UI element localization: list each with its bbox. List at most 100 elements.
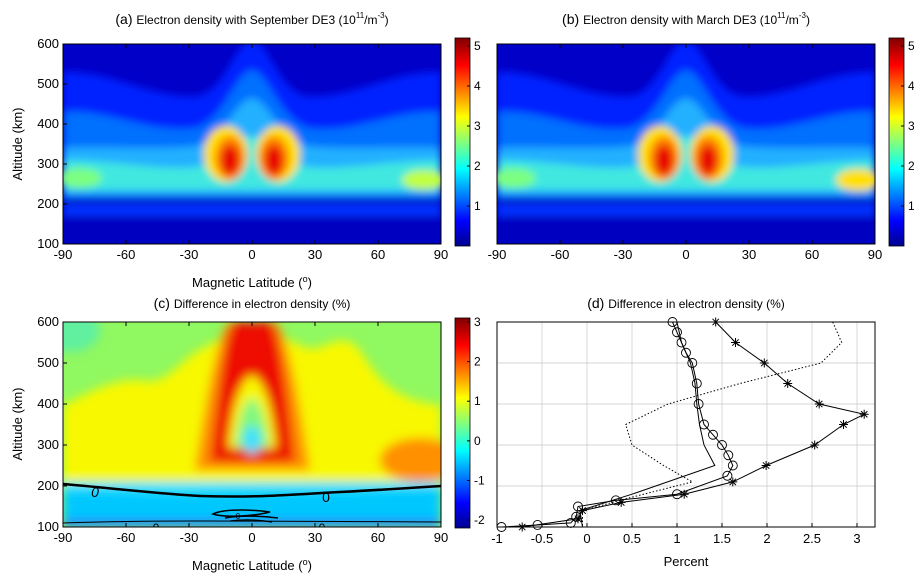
panel-a-ytick-label: 100 xyxy=(37,236,59,251)
panel-d-star-marker xyxy=(814,399,824,409)
panel-d-xtick-label: 1.5 xyxy=(713,531,731,546)
panel-d-xtick-label: 3 xyxy=(853,531,860,546)
panel-c: (c) Difference in electron density (%) xyxy=(10,295,485,573)
panel-d-circle-marker xyxy=(723,450,734,461)
panel-c-ytick-label: 600 xyxy=(37,314,59,329)
panel-d-star-marker xyxy=(759,358,769,368)
panel-c-xtick-label: 30 xyxy=(308,530,322,545)
panel-d-xtick-label: 2.5 xyxy=(803,531,821,546)
panel-a-xtick-label: 0 xyxy=(248,247,255,262)
panel-d-xlabel: Percent xyxy=(664,554,709,569)
panel-d-circle-marker xyxy=(727,460,738,471)
panel-a-colorbar-tick-label: 5 xyxy=(474,39,481,53)
panel-b-xtick-label: 60 xyxy=(805,247,819,262)
panel-d: (d) Difference in electron density (%) -… xyxy=(491,295,876,569)
panel-c-colorbar-tick-label: -2 xyxy=(474,513,485,527)
panel-a-xtick-label: -30 xyxy=(180,247,199,262)
panel-c-colorbar-tick-label: 1 xyxy=(474,394,481,408)
panel-c-xtick-label: -60 xyxy=(117,530,136,545)
panel-b-xtick-label: -30 xyxy=(614,247,633,262)
panel-d-circle-marker xyxy=(717,440,727,450)
panel-c-colorbar xyxy=(454,317,471,529)
panel-a-ytick-label: 200 xyxy=(37,196,59,211)
panel-c-contour-label: 0 xyxy=(153,521,160,535)
panel-b-colorbar xyxy=(888,37,905,247)
panel-d-star-marker xyxy=(616,497,626,507)
panel-d-star-marker xyxy=(839,420,848,429)
panel-b-colorbar-tick-label: 4 xyxy=(908,79,914,93)
panel-d-xtick-label: -1 xyxy=(491,531,503,546)
panel-a-ytick-label: 300 xyxy=(37,156,59,171)
panel-a-ytick-label: 400 xyxy=(37,116,59,131)
panel-b-xtick-label: -90 xyxy=(488,247,507,262)
panel-d-star-marker xyxy=(859,409,869,419)
panel-b-xtick-label: 30 xyxy=(742,247,756,262)
panel-d-star-marker xyxy=(728,477,738,487)
panel-c-ytick-label: 500 xyxy=(37,355,59,370)
panel-c-colorbar-tick-label: -1 xyxy=(474,473,485,487)
panel-d-circle-marker xyxy=(676,337,687,348)
panel-d-circle-marker xyxy=(672,489,682,500)
panel-a-title: (a) Electron density with September DE3 … xyxy=(115,11,388,27)
panel-b-xtick-label: 0 xyxy=(682,247,689,262)
panel-d-star-marker xyxy=(679,489,689,499)
panel-c-colorbar-tick-label: 0 xyxy=(474,434,481,448)
panel-c-ylabel: Altitude (km) xyxy=(10,388,25,461)
panel-c-xtick-label: 0 xyxy=(248,530,255,545)
panel-d-xtick-label: 2 xyxy=(763,531,770,546)
panel-c-xlabel: Magnetic Latitude (o) xyxy=(192,557,312,573)
panel-a-heatmap xyxy=(63,44,441,244)
panel-c-colorbar-tick-label: 2 xyxy=(474,355,481,369)
panel-a-ylabel: Altitude (km) xyxy=(10,108,25,181)
panel-d-series-dotted-line xyxy=(582,321,843,527)
panel-b-xtick-label: -60 xyxy=(551,247,570,262)
panel-c-xtick-label: 60 xyxy=(371,530,385,545)
panel-d-star-marker xyxy=(783,379,793,388)
panel-d-star-marker xyxy=(731,338,740,347)
panel-c-ytick-label: 100 xyxy=(37,519,59,534)
panel-c-title: (c) Difference in electron density (%) xyxy=(154,295,351,311)
panel-a-xtick-label: -60 xyxy=(117,247,136,262)
panel-c-heatmap: 0 0 0 0 0 xyxy=(63,322,441,535)
panel-a-colorbar-tick-label: 3 xyxy=(474,119,481,133)
panel-c-xtick-label: -30 xyxy=(180,530,199,545)
panel-c-contour-label: 0 xyxy=(322,489,330,505)
panel-a-xlabel: Magnetic Latitude (o) xyxy=(192,274,312,290)
panel-d-circle-marker xyxy=(573,501,583,512)
panel-a-ytick-label: 600 xyxy=(37,36,59,51)
panel-b-colorbar-tick-label: 5 xyxy=(908,39,914,53)
panel-d-circle-marker xyxy=(687,358,698,368)
panel-c-ytick-label: 300 xyxy=(37,437,59,452)
panel-b: (b) Electron density with March DE3 (101… xyxy=(488,11,914,262)
panel-d-xtick-label: -0.5 xyxy=(531,531,553,546)
panel-d-circle-marker xyxy=(691,378,702,389)
panel-a-xtick-label: 90 xyxy=(434,247,448,262)
panel-d-title: (d) Difference in electron density (%) xyxy=(587,295,785,311)
panel-d-star-marker xyxy=(761,461,771,470)
panel-a-axis-ticks: -90 -60 -30 0 30 60 90 100 200 300 400 500 600 xyxy=(37,36,448,262)
panel-d-axis-ticks: -1 -0.5 0 0.5 1 1.5 2 2.5 3 xyxy=(491,523,861,546)
panel-d-circle-marker xyxy=(681,347,691,358)
panel-b-colorbar-tick-label: 1 xyxy=(908,199,914,213)
panel-a-colorbar-tick-label: 1 xyxy=(474,199,481,213)
panel-a-colorbar-tick-label: 2 xyxy=(474,159,481,173)
panel-a-xtick-label: -90 xyxy=(54,247,73,262)
panel-a-colorbar-ticks: 1 2 3 4 5 xyxy=(467,39,481,213)
panel-a-colorbar-tick-label: 4 xyxy=(474,79,481,93)
panel-b-heatmap xyxy=(497,44,875,244)
panel-c-ytick-label: 400 xyxy=(37,396,59,411)
panel-d-xtick-label: 1 xyxy=(673,531,680,546)
panel-d-star-marker xyxy=(810,440,820,450)
panel-c-contour-label: 0 xyxy=(319,521,326,535)
panel-c-xtick-label: 90 xyxy=(434,530,448,545)
panel-d-circle-marker xyxy=(693,399,704,409)
panel-d-xtick-label: 0 xyxy=(583,531,590,546)
panel-d-xtick-label: 0.5 xyxy=(623,531,641,546)
panel-a-xtick-label: 60 xyxy=(371,247,385,262)
panel-a-colorbar xyxy=(454,37,471,247)
panel-b-xtick-label: 90 xyxy=(868,247,882,262)
panel-c-colorbar-tick-label: 3 xyxy=(474,315,481,329)
panel-d-series-solid-line xyxy=(579,321,716,528)
